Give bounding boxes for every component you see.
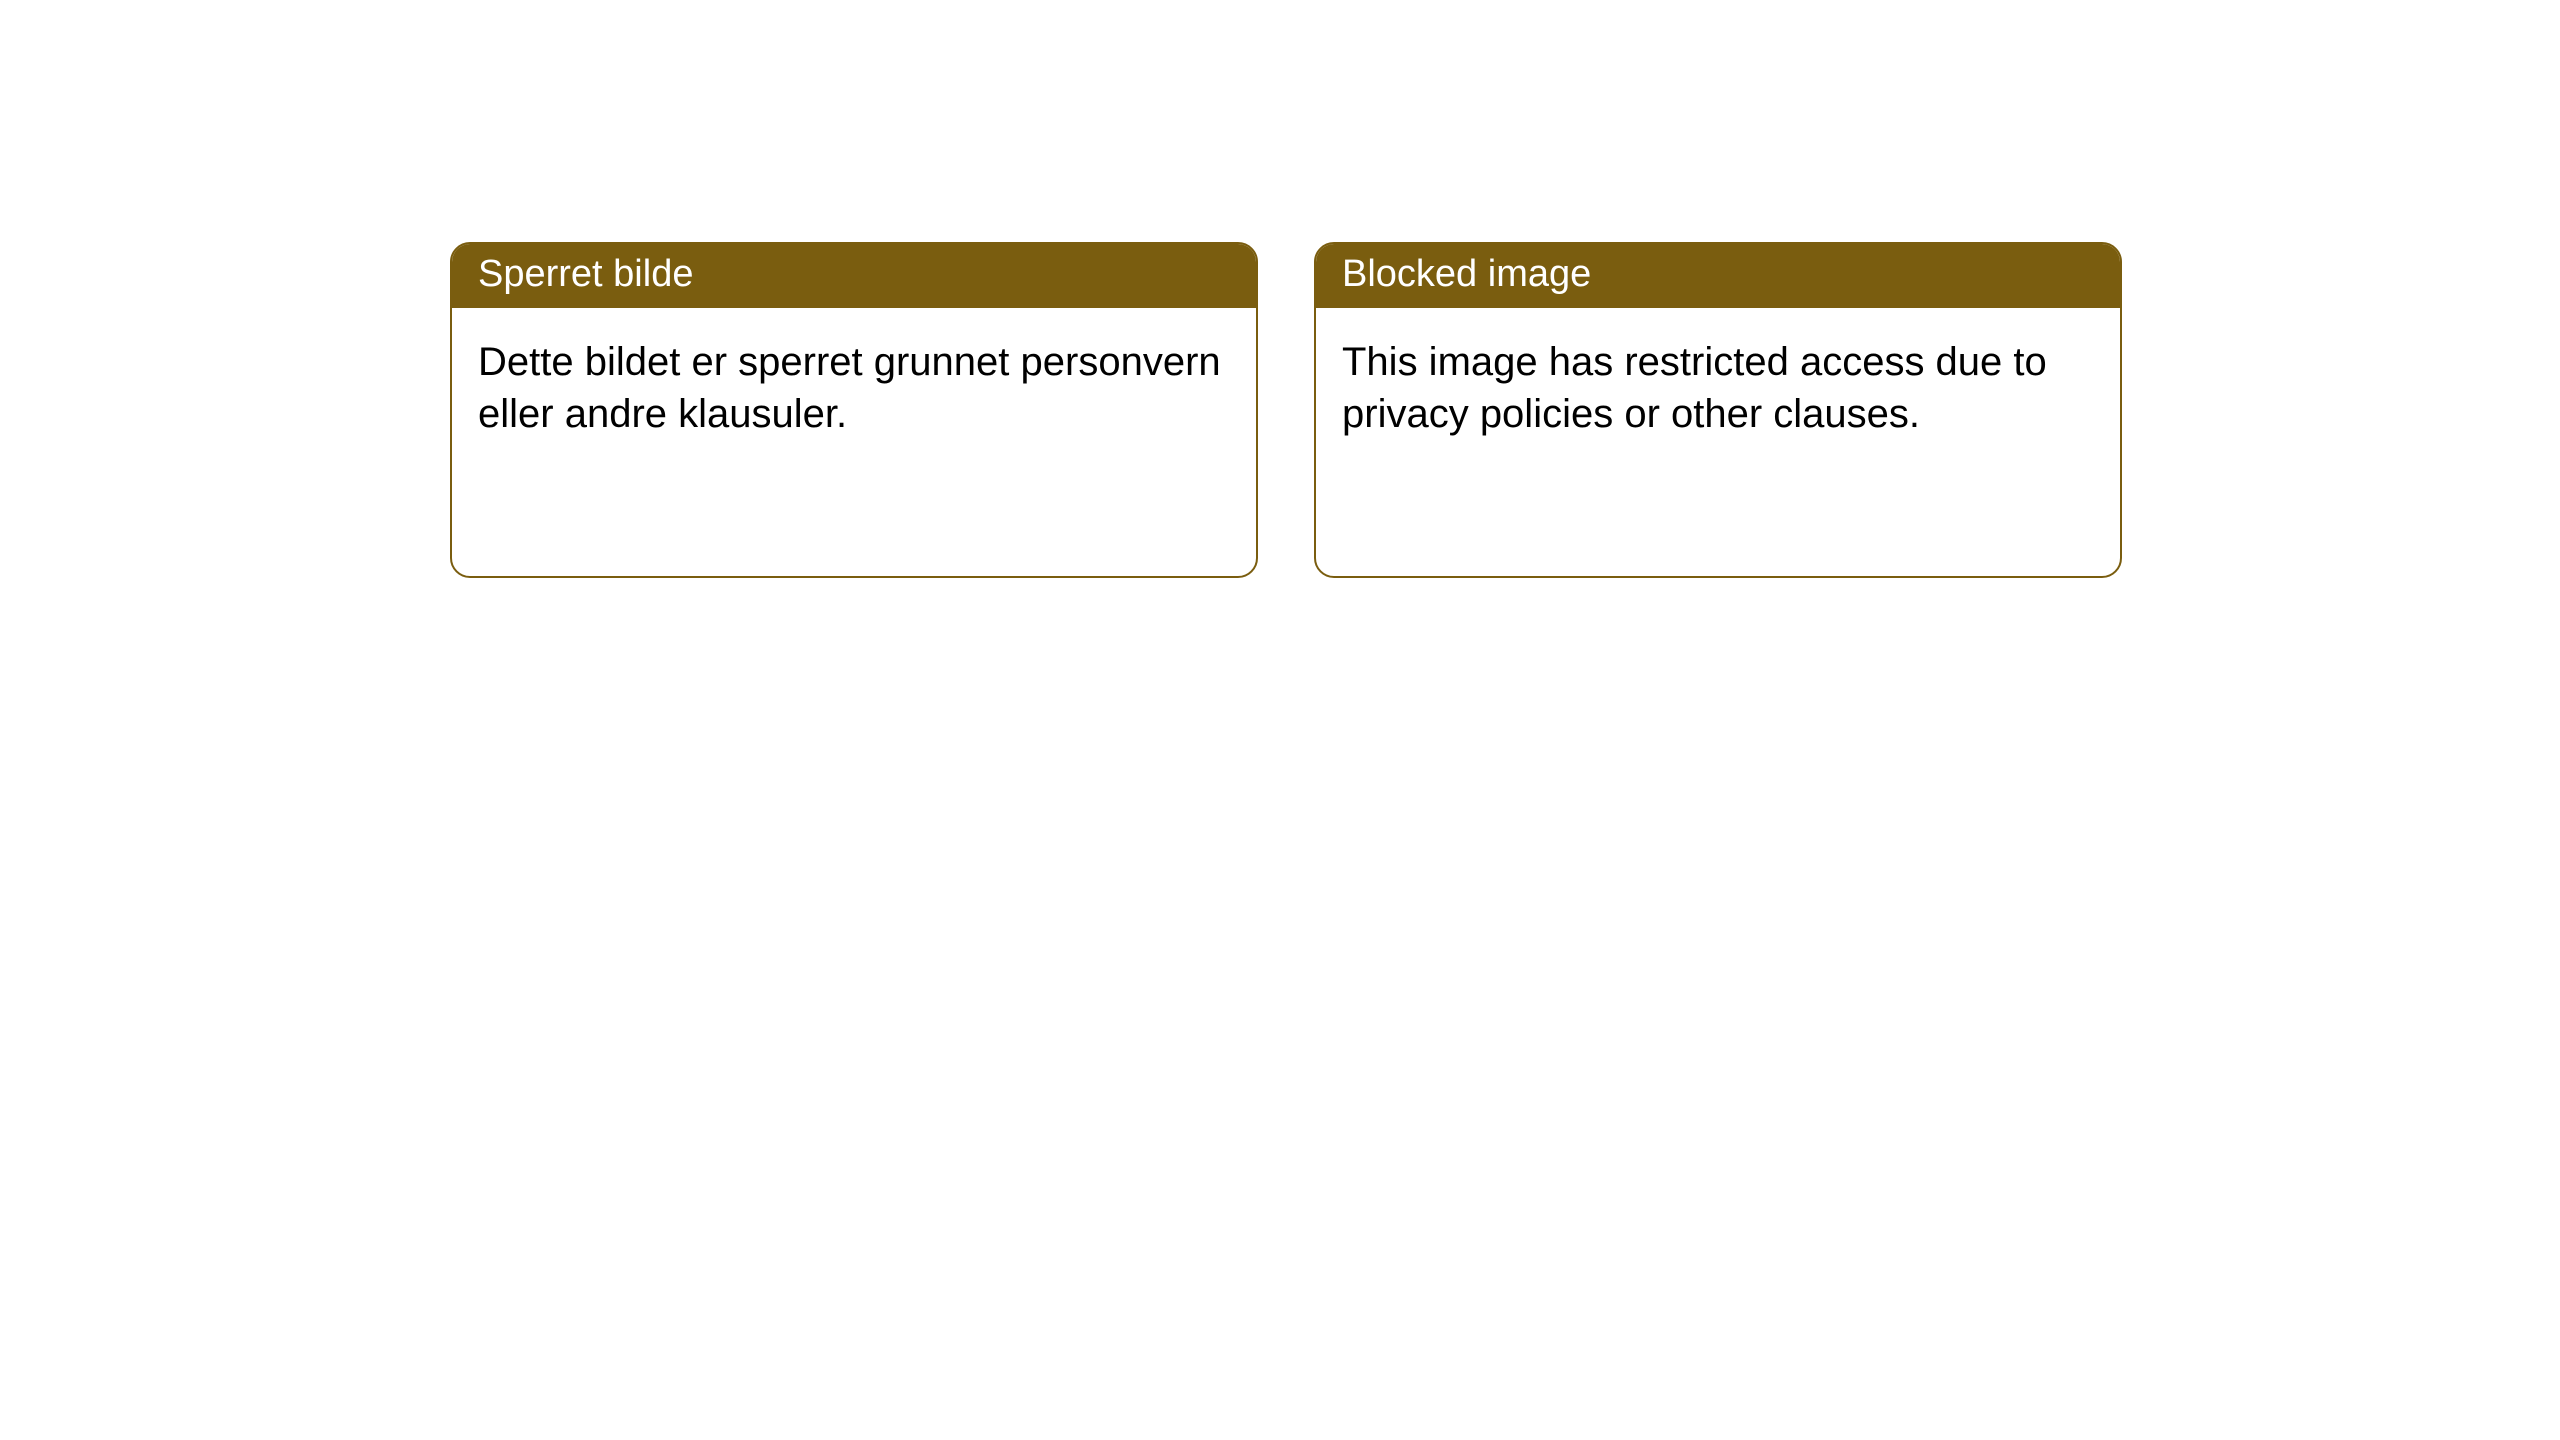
notice-text: This image has restricted access due to … [1342,340,2047,436]
notice-card-norwegian: Sperret bilde Dette bildet er sperret gr… [450,242,1258,578]
notice-title: Sperret bilde [478,253,693,295]
notice-card-english: Blocked image This image has restricted … [1314,242,2122,578]
notice-container: Sperret bilde Dette bildet er sperret gr… [0,0,2560,578]
notice-header-english: Blocked image [1316,244,2120,308]
notice-text: Dette bildet er sperret grunnet personve… [478,340,1221,436]
notice-body-norwegian: Dette bildet er sperret grunnet personve… [452,308,1256,468]
notice-body-english: This image has restricted access due to … [1316,308,2120,468]
notice-title: Blocked image [1342,253,1591,295]
notice-header-norwegian: Sperret bilde [452,244,1256,308]
